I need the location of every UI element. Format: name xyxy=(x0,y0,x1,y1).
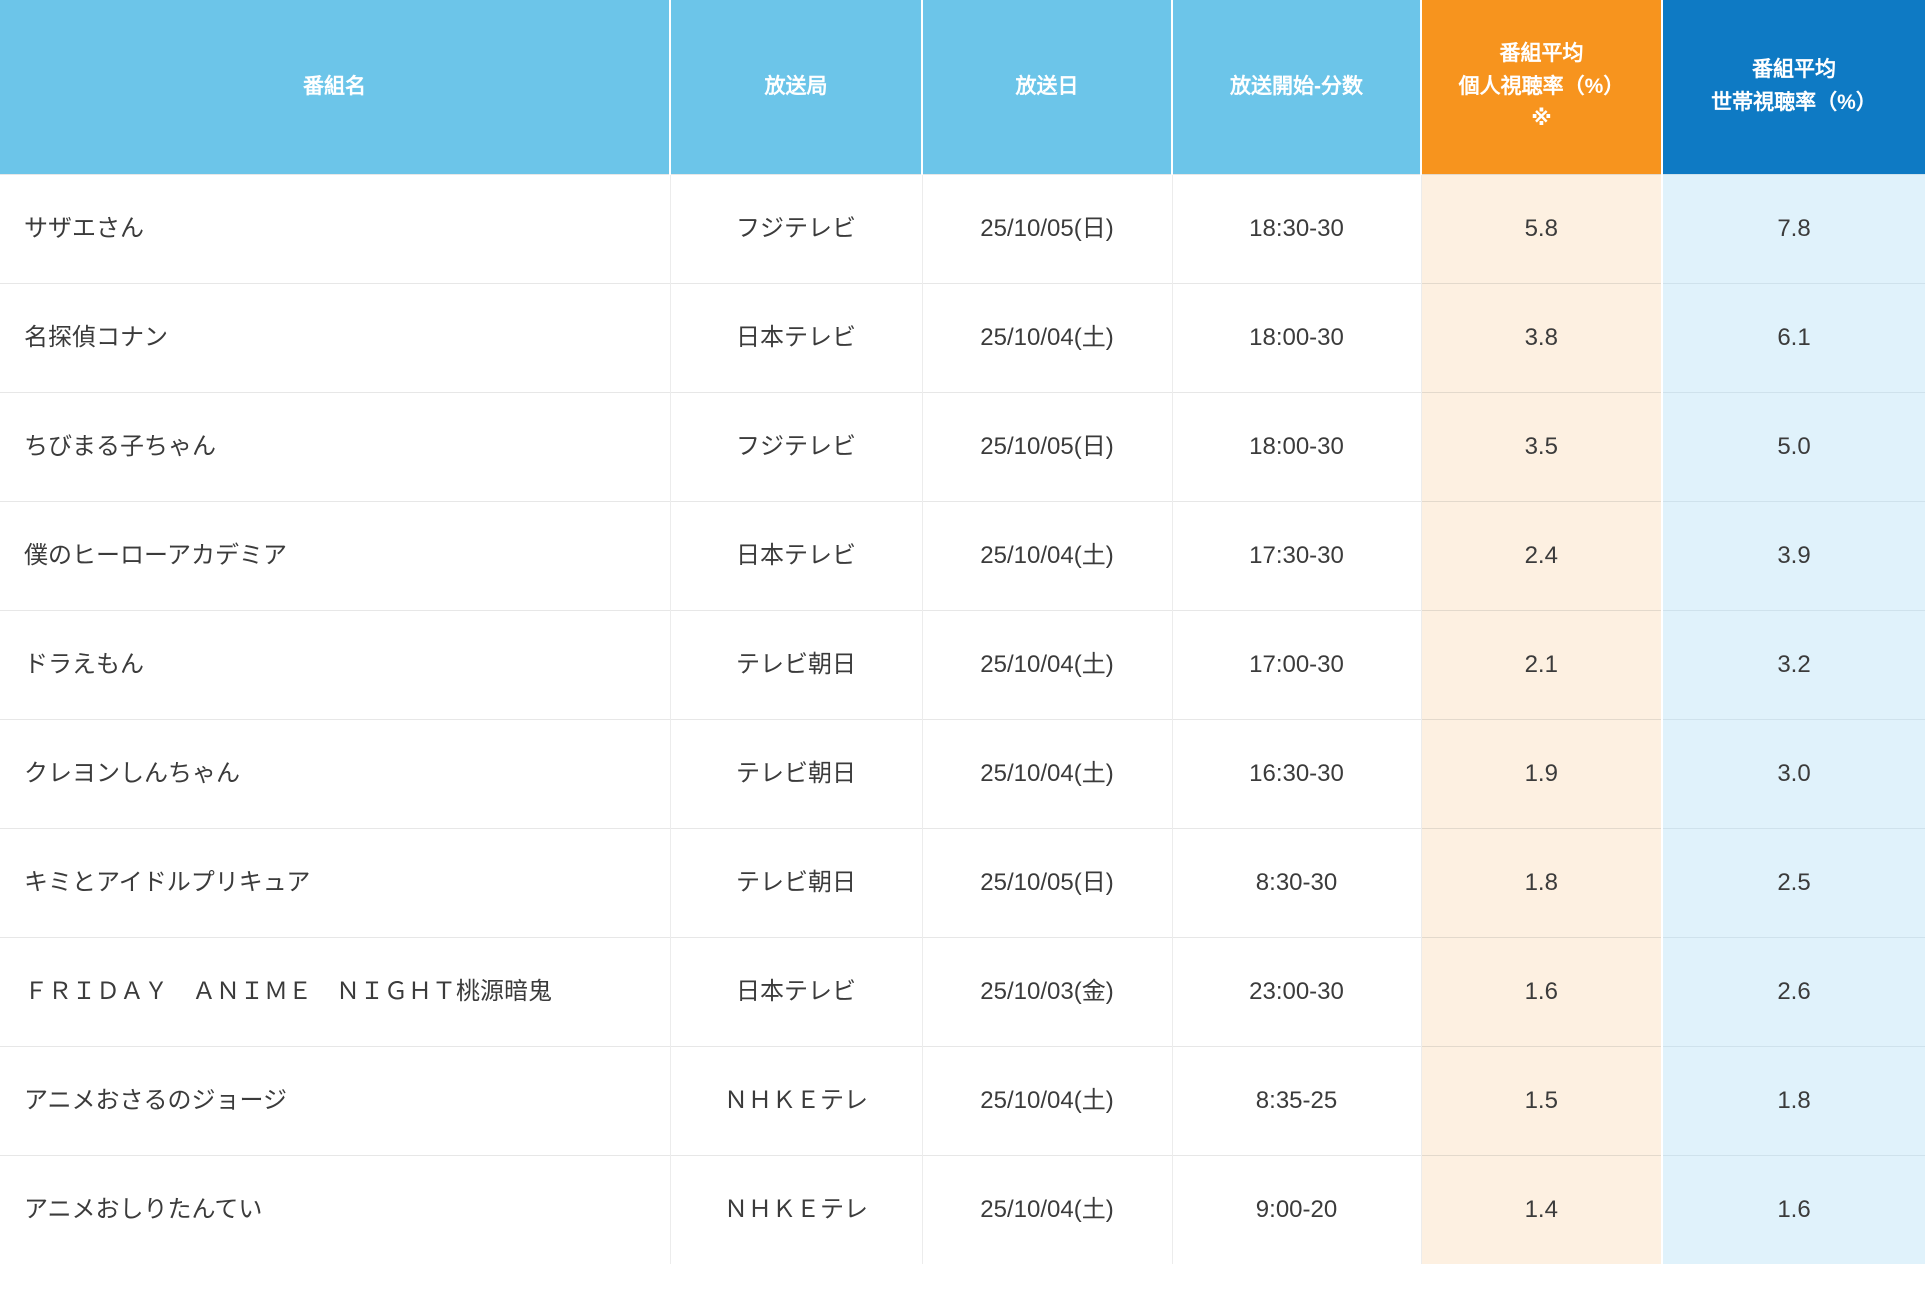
cell-program-name: 名探偵コナン xyxy=(0,283,671,393)
cell-individual-rating: 1.4 xyxy=(1421,1155,1663,1264)
cell-broadcast-date: 25/10/03(金) xyxy=(922,937,1173,1047)
header-program-name-label: 番組名 xyxy=(303,74,366,98)
cell-program-name: アニメおさるのジョージ xyxy=(0,1046,671,1156)
cell-program-name: キミとアイドルプリキュア xyxy=(0,828,671,938)
cell-program-name: ＦＲＩＤＡＹ ＡＮＩＭＥ ＮＩＧＨＴ桃源暗鬼 xyxy=(0,937,671,1047)
cell-start-time: 8:30-30 xyxy=(1172,828,1422,938)
cell-station: テレビ朝日 xyxy=(670,610,923,720)
header-row: 番組名 放送局 放送日 放送開始-分数 番組平均 個人視聴率（%） ※ 番組平均 xyxy=(0,0,1925,175)
cell-broadcast-date: 25/10/05(日) xyxy=(922,828,1173,938)
cell-station: ＮＨＫＥテレ xyxy=(670,1046,923,1156)
header-broadcast-date-label: 放送日 xyxy=(1015,74,1079,98)
cell-program-name: クレヨンしんちゃん xyxy=(0,719,671,829)
header-broadcast-date: 放送日 xyxy=(921,0,1172,175)
cell-program-name: サザエさん xyxy=(0,174,671,284)
cell-household-rating: 5.0 xyxy=(1662,392,1925,502)
header-start-time-label: 放送開始-分数 xyxy=(1230,74,1363,98)
table-row: キミとアイドルプリキュア テレビ朝日 25/10/05(日) 8:30-30 1… xyxy=(0,828,1925,938)
cell-station: フジテレビ xyxy=(670,174,923,284)
table-row: クレヨンしんちゃん テレビ朝日 25/10/04(土) 16:30-30 1.9… xyxy=(0,719,1925,829)
table-row: 名探偵コナン 日本テレビ 25/10/04(土) 18:00-30 3.8 6.… xyxy=(0,283,1925,393)
reference-mark: ※ xyxy=(1531,107,1552,131)
header-individual-rating-line2: 個人視聴率（%） xyxy=(1458,74,1625,98)
cell-household-rating: 1.6 xyxy=(1662,1155,1925,1264)
cell-household-rating: 6.1 xyxy=(1662,283,1925,393)
cell-broadcast-date: 25/10/05(日) xyxy=(922,174,1173,284)
cell-individual-rating: 5.8 xyxy=(1421,174,1663,284)
cell-broadcast-date: 25/10/05(日) xyxy=(922,392,1173,502)
cell-household-rating: 1.8 xyxy=(1662,1046,1925,1156)
cell-household-rating: 3.0 xyxy=(1662,719,1925,829)
cell-station: ＮＨＫＥテレ xyxy=(670,1155,923,1264)
cell-individual-rating: 1.9 xyxy=(1421,719,1663,829)
table-body: サザエさん フジテレビ 25/10/05(日) 18:30-30 5.8 7.8… xyxy=(0,174,1925,1264)
cell-individual-rating: 2.4 xyxy=(1421,501,1663,611)
cell-broadcast-date: 25/10/04(土) xyxy=(922,1046,1173,1156)
cell-start-time: 23:00-30 xyxy=(1172,937,1422,1047)
table-row: アニメおしりたんてい ＮＨＫＥテレ 25/10/04(土) 9:00-20 1.… xyxy=(0,1155,1925,1264)
cell-station: 日本テレビ xyxy=(670,283,923,393)
cell-start-time: 16:30-30 xyxy=(1172,719,1422,829)
header-household-rating-line2: 世帯視聴率（%） xyxy=(1711,91,1877,114)
table-row: ＦＲＩＤＡＹ ＡＮＩＭＥ ＮＩＧＨＴ桃源暗鬼 日本テレビ 25/10/03(金)… xyxy=(0,937,1925,1047)
cell-start-time: 17:00-30 xyxy=(1172,610,1422,720)
header-household-rating: 番組平均 世帯視聴率（%） xyxy=(1661,0,1925,175)
cell-individual-rating: 3.5 xyxy=(1421,392,1663,502)
cell-program-name: 僕のヒーローアカデミア xyxy=(0,501,671,611)
cell-start-time: 18:30-30 xyxy=(1172,174,1422,284)
cell-household-rating: 7.8 xyxy=(1662,174,1925,284)
cell-broadcast-date: 25/10/04(土) xyxy=(922,1155,1173,1264)
cell-individual-rating: 1.6 xyxy=(1421,937,1663,1047)
table-row: アニメおさるのジョージ ＮＨＫＥテレ 25/10/04(土) 8:35-25 1… xyxy=(0,1046,1925,1156)
cell-household-rating: 2.5 xyxy=(1662,828,1925,938)
cell-station: 日本テレビ xyxy=(670,501,923,611)
table-row: ちびまる子ちゃん フジテレビ 25/10/05(日) 18:00-30 3.5 … xyxy=(0,392,1925,502)
header-start-time: 放送開始-分数 xyxy=(1171,0,1421,175)
cell-household-rating: 3.2 xyxy=(1662,610,1925,720)
cell-start-time: 18:00-30 xyxy=(1172,392,1422,502)
cell-program-name: ドラえもん xyxy=(0,610,671,720)
cell-individual-rating: 1.5 xyxy=(1421,1046,1663,1156)
header-individual-rating: 番組平均 個人視聴率（%） ※ xyxy=(1420,0,1662,175)
cell-start-time: 18:00-30 xyxy=(1172,283,1422,393)
table-row: ドラえもん テレビ朝日 25/10/04(土) 17:00-30 2.1 3.2 xyxy=(0,610,1925,720)
cell-station: フジテレビ xyxy=(670,392,923,502)
cell-broadcast-date: 25/10/04(土) xyxy=(922,610,1173,720)
cell-start-time: 9:00-20 xyxy=(1172,1155,1422,1264)
header-station-label: 放送局 xyxy=(764,74,828,98)
cell-broadcast-date: 25/10/04(土) xyxy=(922,719,1173,829)
header-station: 放送局 xyxy=(669,0,922,175)
cell-station: 日本テレビ xyxy=(670,937,923,1047)
cell-household-rating: 3.9 xyxy=(1662,501,1925,611)
cell-program-name: アニメおしりたんてい xyxy=(0,1155,671,1264)
anime-ratings-table: 番組名 放送局 放送日 放送開始-分数 番組平均 個人視聴率（%） ※ 番組平均 xyxy=(0,0,1925,1264)
cell-broadcast-date: 25/10/04(土) xyxy=(922,501,1173,611)
cell-start-time: 8:35-25 xyxy=(1172,1046,1422,1156)
table-row: 僕のヒーローアカデミア 日本テレビ 25/10/04(土) 17:30-30 2… xyxy=(0,501,1925,611)
header-household-rating-line1: 番組平均 xyxy=(1752,58,1836,82)
cell-station: テレビ朝日 xyxy=(670,719,923,829)
table-row: サザエさん フジテレビ 25/10/05(日) 18:30-30 5.8 7.8 xyxy=(0,174,1925,284)
cell-household-rating: 2.6 xyxy=(1662,937,1925,1047)
cell-individual-rating: 3.8 xyxy=(1421,283,1663,393)
cell-station: テレビ朝日 xyxy=(670,828,923,938)
cell-program-name: ちびまる子ちゃん xyxy=(0,392,671,502)
header-program-name: 番組名 xyxy=(0,0,670,175)
header-individual-rating-line1: 番組平均 xyxy=(1499,42,1584,66)
cell-broadcast-date: 25/10/04(土) xyxy=(922,283,1173,393)
cell-individual-rating: 1.8 xyxy=(1421,828,1663,938)
cell-start-time: 17:30-30 xyxy=(1172,501,1422,611)
cell-individual-rating: 2.1 xyxy=(1421,610,1663,720)
table-header: 番組名 放送局 放送日 放送開始-分数 番組平均 個人視聴率（%） ※ 番組平均 xyxy=(0,0,1925,175)
